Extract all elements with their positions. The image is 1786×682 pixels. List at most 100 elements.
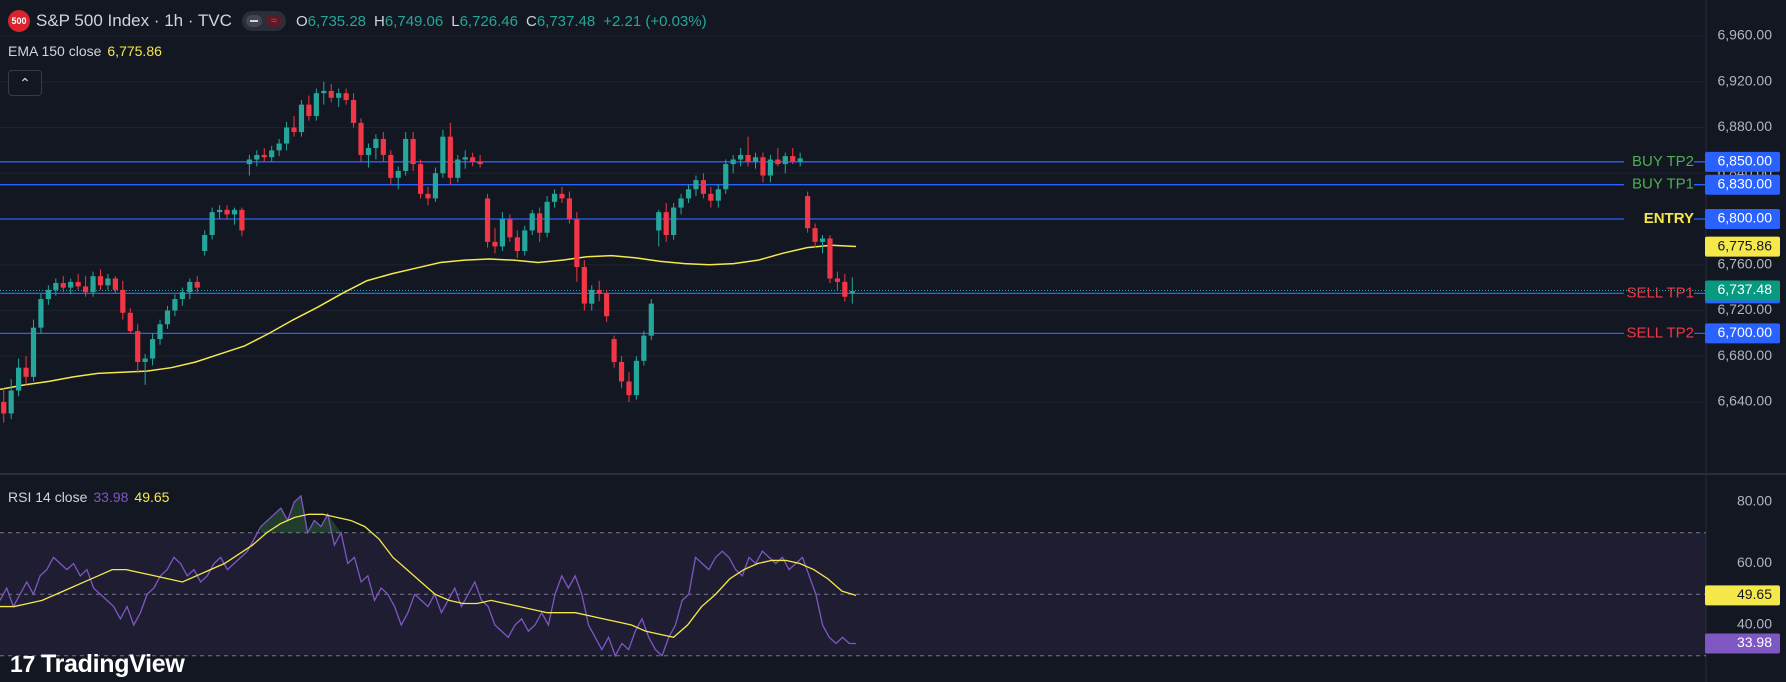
candle: [216, 205, 223, 219]
tradingview-branding[interactable]: 17 TradingView: [10, 650, 185, 679]
rsi-legend[interactable]: RSI 14 close 33.98 49.65: [8, 489, 169, 505]
candle-body: [157, 324, 163, 340]
candle-body: [112, 278, 118, 290]
candle-body: [224, 209, 230, 215]
candle: [120, 280, 126, 320]
candle: [685, 184, 692, 203]
symbol-title[interactable]: S&P 500 Index · 1h · TVC: [36, 11, 232, 30]
candle-body: [68, 281, 74, 288]
candle-body: [425, 193, 431, 199]
candle: [470, 152, 476, 167]
level-lines: BUY TP2 BUY TP1 ENTRY SELL TP1 SELL TP2: [0, 153, 1706, 343]
candle-body: [306, 104, 312, 117]
candle-body: [618, 361, 625, 382]
candle-body: [738, 154, 744, 160]
candle-body: [231, 209, 238, 215]
price-tick-label: 6,960.00: [1718, 27, 1773, 43]
candle: [812, 223, 818, 248]
rsi-tick-label: 40.00: [1737, 616, 1772, 632]
candle-body: [246, 159, 252, 165]
candle: [388, 150, 394, 185]
level-name-bg: [1624, 210, 1694, 228]
candle: [127, 308, 133, 334]
sp500-logo: 500: [8, 10, 30, 32]
candle: [38, 293, 44, 334]
level-price-badge: [1705, 151, 1780, 172]
candle-body: [1, 402, 7, 414]
candle-body: [604, 293, 610, 317]
candle: [68, 278, 74, 295]
rsi-tick-label: 80.00: [1737, 493, 1772, 509]
candle-body: [752, 157, 759, 162]
candle: [834, 271, 840, 290]
candle: [775, 148, 781, 167]
candle-body: [142, 358, 148, 362]
symbol-status-pill[interactable]: ≈: [241, 11, 286, 31]
candle: [618, 356, 625, 389]
rsi-tick-label: 60.00: [1737, 554, 1772, 570]
candle: [53, 278, 59, 296]
candle-body: [75, 281, 81, 287]
level-price-badge: [1705, 174, 1780, 195]
candle-body: [842, 281, 848, 297]
candle: [291, 116, 297, 137]
candle-body: [477, 161, 483, 165]
candle: [350, 93, 357, 128]
candle: [343, 88, 349, 105]
candle-body: [611, 339, 617, 362]
candle: [395, 166, 401, 190]
ema-legend-label: EMA 150 close: [8, 43, 102, 59]
candle-body: [566, 198, 573, 219]
level-name-bg: [1624, 284, 1694, 303]
candle: [209, 207, 215, 240]
candle-body: [432, 173, 439, 199]
candle-body: [291, 127, 297, 133]
candle: [447, 122, 453, 185]
candle-body: [105, 278, 111, 286]
candle-body: [455, 159, 461, 178]
price-change: +2.21 (+0.03%): [603, 12, 707, 30]
candle: [566, 191, 573, 224]
rsi-axis[interactable]: 80.00 60.00 40.00: [1737, 493, 1772, 632]
rsi-overbought-fill: [260, 495, 342, 533]
candle: [723, 159, 729, 194]
candle: [16, 358, 22, 397]
price-axis[interactable]: 6,960.006,920.006,880.006,840.006,800.00…: [1705, 27, 1780, 654]
candle-body: [544, 201, 550, 233]
candle: [522, 225, 528, 256]
candle: [730, 154, 736, 174]
candle-body: [127, 312, 133, 332]
ema-legend-value: 6,775.86: [107, 43, 162, 59]
candle: [135, 324, 141, 374]
candle-body: [373, 138, 379, 149]
candle-body: [805, 196, 811, 229]
candle: [529, 209, 535, 236]
candle: [224, 205, 230, 219]
candle: [715, 184, 721, 208]
candle-body: [470, 157, 476, 162]
level-price-label: 6,800.00: [1718, 210, 1773, 226]
candle: [90, 271, 96, 297]
candle-body: [499, 219, 506, 247]
candle: [760, 152, 766, 183]
candle-body: [365, 148, 372, 155]
candle-body: [395, 170, 401, 178]
candle-body: [708, 193, 714, 201]
candle-body: [254, 154, 260, 160]
candle-body: [790, 156, 796, 162]
candle: [455, 154, 461, 183]
candle-body: [447, 136, 453, 178]
candle: [30, 319, 37, 382]
candle: [805, 191, 811, 233]
candle: [589, 285, 595, 311]
level-name-label: BUY TP2: [1632, 153, 1694, 170]
candle: [269, 145, 275, 162]
collapse-legend-button[interactable]: ⌃: [8, 70, 42, 96]
candle: [790, 148, 796, 165]
ema-legend[interactable]: EMA 150 close 6,775.86: [8, 43, 162, 59]
market-status-icon: [245, 15, 262, 27]
candle: [596, 280, 602, 302]
candle-body: [164, 310, 171, 325]
candle: [477, 154, 483, 168]
